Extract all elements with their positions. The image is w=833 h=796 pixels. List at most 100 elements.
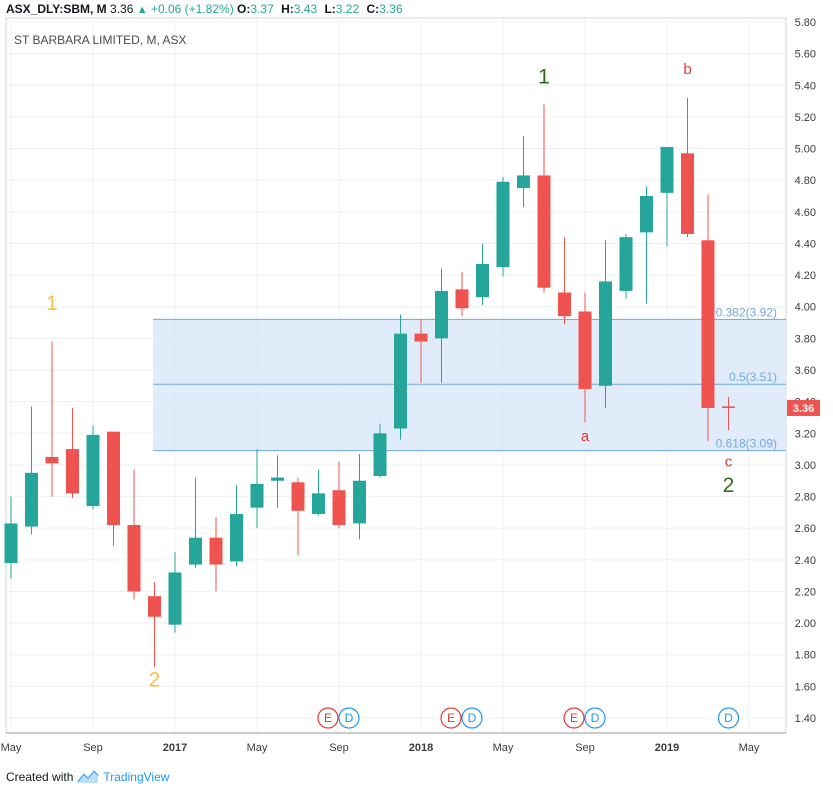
candle-body: [86, 434, 100, 507]
fib-level-label: 0.618(3.09): [716, 437, 777, 451]
time-axis[interactable]: May Sep 2017 May Sep 2018 May Sep 2019 May: [1, 732, 786, 754]
candle-down: [332, 461, 346, 529]
tradingview-brand[interactable]: TradingView: [103, 770, 170, 784]
wave-label: c: [725, 453, 733, 470]
candle-body: [578, 311, 592, 389]
tradingview-logo-icon: [77, 770, 100, 783]
wave-label: 1: [538, 66, 550, 89]
candle-body: [148, 596, 161, 617]
y-tick-label: 3.60: [795, 365, 816, 377]
candle-body: [640, 196, 653, 233]
candle-down: [701, 194, 715, 442]
fib-level-label: 0.382(3.92): [716, 305, 777, 319]
candle-up: [394, 314, 407, 440]
wave-label: 2: [149, 668, 161, 691]
candle-body: [619, 237, 633, 291]
candle-up: [619, 233, 633, 299]
fib-zone: [153, 319, 786, 451]
last-price: 3.36: [110, 2, 134, 16]
candle-body: [168, 572, 182, 625]
dividend-marker[interactable]: [338, 707, 360, 729]
close-label: C:: [366, 2, 380, 16]
wave-annotations: 1 2 1 b a c 2: [46, 61, 734, 691]
candle-up: [230, 485, 243, 567]
candle-body: [291, 482, 305, 511]
candle-body: [4, 523, 18, 563]
open-label: O:: [237, 2, 251, 16]
candle-body: [189, 537, 202, 565]
candle-body: [312, 493, 325, 514]
candle-body: [127, 525, 141, 592]
candle-down: [209, 517, 223, 592]
candle-body: [435, 290, 448, 339]
candle-down: [291, 477, 305, 556]
candle-body: [660, 146, 674, 193]
candle-body: [373, 433, 387, 476]
high-value: 3.43: [293, 2, 318, 16]
symbol-name: ASX_DLY:SBM, M: [6, 2, 107, 16]
chart-title: ST BARBARA LIMITED, M, ASX: [14, 33, 187, 47]
x-tick-label: May: [493, 742, 514, 754]
candlestick-chart[interactable]: 0.382(3.92)0.5(3.51)0.618(3.09) 121 bac2 …: [0, 0, 833, 765]
candle-down: [578, 292, 592, 423]
candle-down: [148, 581, 161, 668]
candle-body: [230, 513, 243, 562]
y-tick-label: 2.80: [795, 492, 816, 504]
symbol-header: ASX_DLY:SBM, M 3.36 ▲ +0.06 (+1.82%) O:3…: [6, 0, 407, 18]
candle-body: [414, 333, 428, 342]
candle-body: [66, 449, 79, 494]
open-value: 3.37: [250, 2, 274, 16]
wave-label: 2: [723, 474, 735, 497]
candle-body: [599, 281, 612, 386]
dividend-marker[interactable]: [584, 707, 606, 729]
candle-body: [271, 477, 284, 481]
y-tick-label: 4.20: [795, 270, 816, 282]
low-label: L:: [324, 2, 336, 16]
candle-down: [66, 407, 79, 499]
y-tick-label: 5.60: [795, 49, 816, 61]
y-tick-label: 3.20: [795, 428, 816, 440]
candle-body: [558, 292, 571, 317]
candle-body: [209, 537, 223, 565]
candle-down: [45, 341, 59, 497]
candle-down: [537, 104, 551, 293]
earnings-marker[interactable]: [440, 707, 462, 729]
y-tick-label: 2.00: [795, 618, 816, 630]
candle-body: [250, 483, 264, 508]
candle-body: [681, 153, 694, 234]
candle-body: [353, 480, 366, 524]
last-price-marker: [787, 399, 820, 416]
dividend-marker-label: D: [724, 711, 733, 725]
x-tick-label: 2019: [655, 742, 679, 754]
dividend-marker[interactable]: [717, 707, 740, 729]
candle-up: [4, 496, 18, 579]
candle-up: [250, 449, 264, 529]
dividend-marker[interactable]: [461, 707, 483, 729]
candle-down: [127, 469, 141, 600]
candle-down: [107, 431, 120, 546]
wave-label: 1: [46, 292, 58, 315]
y-tick-label: 5.40: [795, 80, 816, 92]
earnings-marker[interactable]: [317, 707, 339, 729]
candle-up: [435, 268, 448, 383]
close-value: 3.36: [379, 2, 403, 16]
y-tick-label: 3.80: [795, 333, 816, 345]
y-tick-label: 4.00: [795, 302, 816, 314]
candle-up: [660, 146, 674, 247]
high-label: H:: [281, 2, 294, 16]
earnings-marker[interactable]: [563, 707, 585, 729]
candle-up: [25, 406, 38, 535]
x-tick-label: May: [1, 742, 22, 754]
candle-body: [455, 289, 469, 309]
dividend-marker-label: D: [468, 711, 477, 725]
created-with-label: Created with: [6, 770, 74, 784]
candle-up: [271, 455, 284, 508]
low-value: 3.22: [335, 2, 360, 16]
candle-up: [599, 240, 612, 408]
fib-retracement[interactable]: 0.382(3.92) 0.5(3.51) 0.618(3.09): [153, 305, 786, 452]
x-tick-label: Sep: [575, 742, 595, 754]
candle-up: [353, 453, 366, 540]
candle-up: [86, 425, 100, 510]
price-axis[interactable]: 5.80 5.60 5.40 5.20 5.00 4.80 4.60 4.40 4.20 4.00…: [787, 17, 820, 725]
